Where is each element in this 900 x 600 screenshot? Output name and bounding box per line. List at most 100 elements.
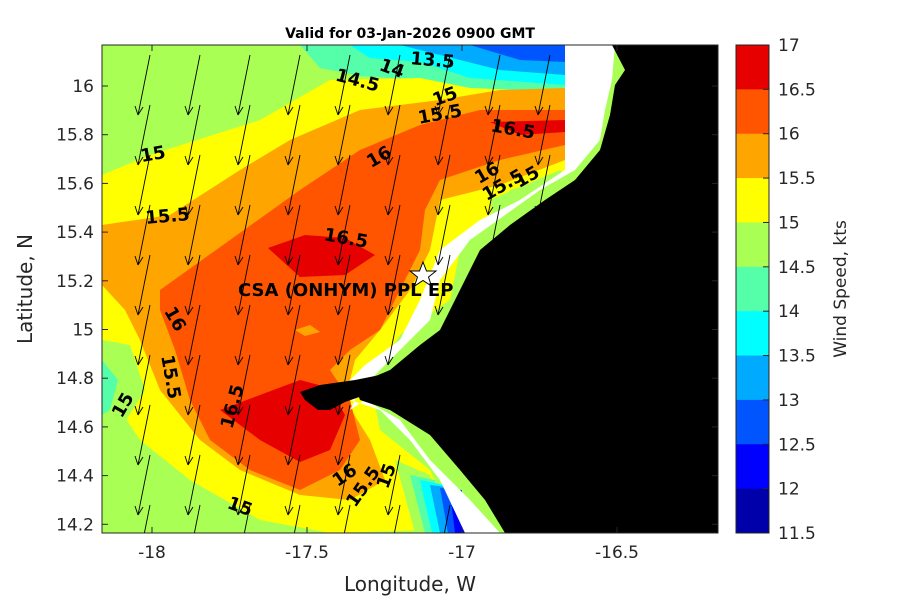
colorbar: 17 16.5 16 15.5 15 14.5 14 13.5 13 12.5 12 11.5 Win… — [735, 36, 851, 544]
band-15-left — [102, 340, 145, 440]
colorbar-segment — [736, 89, 769, 135]
wind-arrow — [284, 154, 301, 216]
wind-arrow — [534, 154, 551, 216]
map-title: Valid for 03-Jan-2026 0900 GMT — [285, 26, 535, 42]
colorbar-tick-label: 13.5 — [778, 347, 816, 367]
wind-arrow — [134, 304, 151, 366]
wind-arrow — [234, 204, 251, 266]
wind-arrow — [293, 504, 301, 533]
contour-label: 15 — [139, 142, 167, 167]
wind-arrow — [334, 54, 351, 116]
x-tick-label: -18 — [138, 543, 166, 563]
wind-arrow — [334, 254, 351, 316]
colorbar-label: Wind Speed, kts — [831, 220, 851, 358]
x-tick-label: -16.5 — [595, 543, 639, 563]
wind-arrow — [284, 54, 301, 116]
wind-arrow — [534, 104, 551, 166]
wind-arrow — [134, 204, 151, 266]
wind-arrow — [284, 204, 301, 266]
wind-arrow — [234, 404, 251, 466]
wind-arrow — [434, 54, 451, 116]
wind-arrow — [393, 504, 401, 533]
y-tick-label: 15.8 — [56, 126, 94, 146]
colorbar-tick-label: 15 — [778, 213, 800, 233]
colorbar-frame — [735, 44, 770, 534]
wind-arrow — [184, 104, 201, 166]
colorbar-segment — [736, 266, 769, 312]
wind-arrow — [484, 154, 501, 216]
colorbar-segment — [736, 444, 769, 490]
wind-arrow — [434, 154, 451, 216]
colorbar-tick-label: 16.5 — [778, 80, 816, 100]
wind-arrow — [184, 54, 201, 116]
y-axis-label: Latitude, N — [13, 234, 37, 344]
station-label: CSA (ONHYM) PPL EP — [238, 280, 453, 301]
colorbar-segment — [736, 488, 769, 534]
x-axis-label: Longitude, W — [344, 572, 476, 596]
wind-arrow — [334, 204, 351, 266]
colorbar-segment — [736, 311, 769, 357]
wind-arrow — [484, 204, 501, 266]
contour-label: 15.5 — [144, 204, 190, 229]
wind-arrow — [234, 354, 251, 416]
wind-arrow — [384, 254, 401, 316]
colorbar-segment — [736, 133, 769, 179]
y-tick-label: 14.6 — [56, 418, 94, 438]
colorbar-tick-label: 15.5 — [778, 169, 816, 189]
wind-arrow — [134, 404, 151, 466]
y-tick-label: 14.2 — [56, 515, 94, 535]
colorbar-segment — [736, 222, 769, 268]
wind-arrow — [184, 304, 201, 366]
y-tick-label: 15.2 — [56, 272, 94, 292]
x-tick-label: -17.5 — [285, 543, 329, 563]
band-14-5-left — [102, 360, 118, 415]
colorbar-tick-label: 13 — [778, 391, 800, 411]
wind-arrow — [284, 404, 301, 466]
land-mass — [355, 45, 718, 533]
colorbar-segment — [736, 399, 769, 445]
wind-arrow — [234, 254, 251, 316]
wind-arrow — [284, 304, 301, 366]
wind-arrow — [134, 454, 151, 516]
wind-arrow — [284, 104, 301, 166]
wind-arrow — [334, 354, 351, 416]
wind-arrow — [384, 454, 401, 516]
wind-arrow — [434, 204, 451, 266]
wind-arrow — [434, 104, 451, 166]
y-tick-label: 15 — [72, 321, 94, 341]
cape-peninsula — [300, 375, 380, 410]
plot-area — [102, 45, 718, 533]
wind-arrow — [334, 304, 351, 366]
wind-arrow — [484, 104, 501, 166]
y-tick-label: 14.8 — [56, 369, 94, 389]
wind-arrow — [443, 504, 451, 533]
y-tick-label: 14.4 — [56, 467, 94, 487]
y-tick-label: 15.4 — [56, 223, 94, 243]
wind-arrow — [184, 154, 201, 216]
wind-arrow — [484, 54, 501, 116]
wind-arrow — [334, 154, 351, 216]
wind-arrow — [284, 254, 301, 316]
wind-vectors — [134, 54, 551, 533]
colorbar-tick-label: 11.5 — [778, 524, 816, 544]
wind-arrow — [184, 254, 201, 316]
wind-arrow — [134, 154, 151, 216]
wind-arrow — [384, 154, 401, 216]
wind-arrow — [334, 404, 351, 466]
colorbar-segment — [736, 355, 769, 401]
colorbar-tick-label: 12.5 — [778, 435, 816, 455]
colorbar-tick-label: 14.5 — [778, 258, 816, 278]
colorbar-segment — [736, 178, 769, 223]
x-axis: -18 -17.5 -17 -16.5 Longitude, W — [138, 45, 639, 596]
wind-arrow — [234, 154, 251, 216]
wind-arrow — [134, 54, 151, 116]
wind-arrow — [193, 504, 201, 533]
colorbar-tick-label: 12 — [778, 480, 800, 500]
wind-arrow — [284, 454, 301, 516]
x-tick-label: -17 — [448, 543, 476, 563]
wind-arrow — [184, 354, 201, 416]
colorbar-tick-label: 17 — [778, 36, 800, 56]
contour-label: 13.5 — [409, 48, 455, 73]
wind-arrow — [384, 104, 401, 166]
